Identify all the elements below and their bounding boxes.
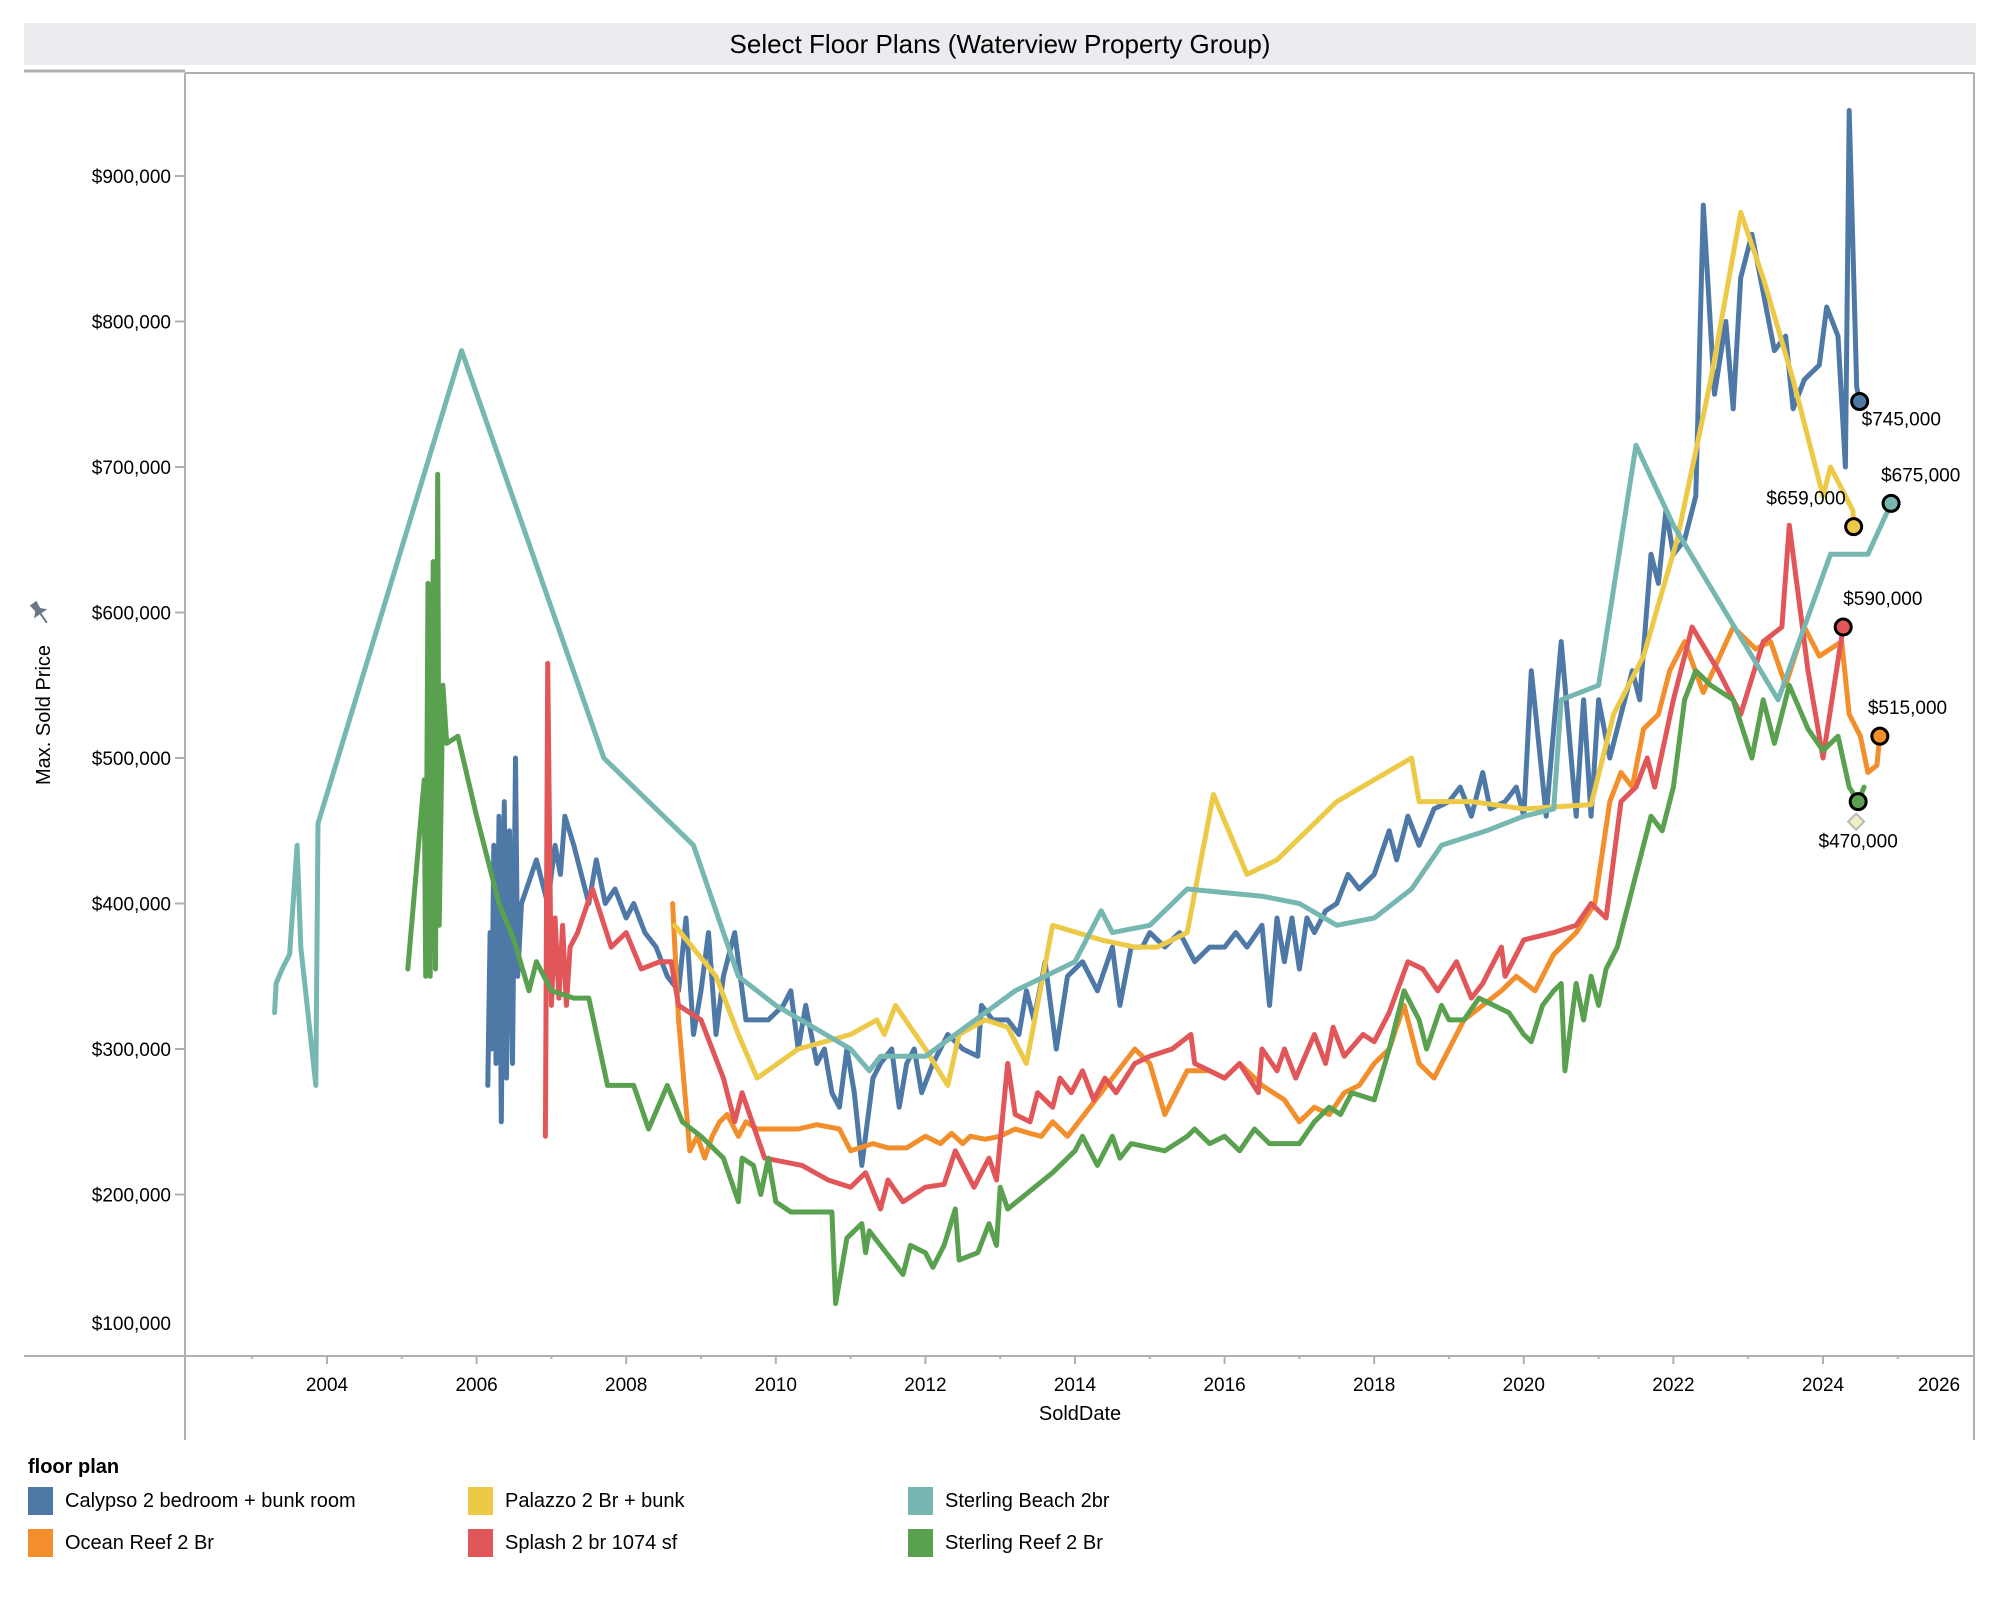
legend-label: Ocean Reef 2 Br <box>65 1531 214 1554</box>
x-tick-label: 2024 <box>1802 1375 1845 1396</box>
endpoint-label: $745,000 <box>1862 410 1941 431</box>
legend-item[interactable]: Palazzo 2 Br + bunk <box>468 1487 908 1515</box>
endpoint-label: $659,000 <box>1766 489 1845 510</box>
y-tick-label: $100,000 <box>92 1314 171 1335</box>
endpoint-marker[interactable] <box>1833 617 1853 637</box>
y-tick-label: $900,000 <box>92 167 171 188</box>
legend-label: Calypso 2 bedroom + bunk room <box>65 1489 356 1512</box>
endpoint-label: $515,000 <box>1868 698 1947 719</box>
legend-item[interactable]: Sterling Beach 2br <box>908 1487 1348 1515</box>
legend-items: Calypso 2 bedroom + bunk room Palazzo 2 … <box>28 1487 1348 1557</box>
legend-item[interactable]: Splash 2 br 1074 sf <box>468 1529 908 1557</box>
x-tick-label: 2018 <box>1353 1375 1395 1396</box>
pin-icon-head <box>29 600 48 619</box>
pin-icon <box>29 600 48 624</box>
x-tick-label: 2026 <box>1918 1375 1960 1396</box>
x-tick-label: 2020 <box>1503 1375 1545 1396</box>
legend-swatch <box>468 1487 493 1515</box>
legend-label: Palazzo 2 Br + bunk <box>505 1489 685 1512</box>
series-line-ocean-reef-2-br[interactable] <box>670 624 1883 1161</box>
endpoint-marker[interactable] <box>1848 792 1868 812</box>
legend-label: Sterling Reef 2 Br <box>945 1531 1103 1554</box>
endpoint-marker[interactable] <box>1870 726 1890 746</box>
legend-swatch <box>468 1529 493 1557</box>
chart-title: Select Floor Plans (Waterview Property G… <box>729 28 1271 59</box>
legend-swatch <box>28 1529 53 1557</box>
endpoint-label: $675,000 <box>1881 465 1960 486</box>
legend: floor plan Calypso 2 bedroom + bunk room… <box>28 1456 1348 1557</box>
y-axis-title: Max. Sold Price <box>33 645 55 785</box>
diamond-marker <box>1846 812 1866 832</box>
series-line-splash-2-br-1074-sf[interactable] <box>542 522 1846 1212</box>
legend-item[interactable]: Ocean Reef 2 Br <box>28 1529 468 1557</box>
x-tick-label: 2014 <box>1054 1375 1097 1396</box>
x-tick-label: 2004 <box>306 1375 349 1396</box>
legend-item[interactable]: Calypso 2 bedroom + bunk room <box>28 1487 468 1515</box>
x-tick-label: 2008 <box>605 1375 647 1396</box>
legend-title: floor plan <box>28 1456 120 1478</box>
plot-area <box>272 108 1894 1307</box>
series-line-calypso-2-bedroom-bunk-room[interactable] <box>485 108 1863 1168</box>
endpoint-label: $470,000 <box>1819 832 1898 853</box>
x-tick-label: 2016 <box>1203 1375 1245 1396</box>
legend-swatch <box>908 1529 933 1557</box>
legend-item[interactable]: Sterling Reef 2 Br <box>908 1529 1348 1557</box>
x-tick-label: 2012 <box>904 1375 946 1396</box>
series-line-sterling-beach-2br[interactable] <box>272 348 1894 1088</box>
y-tick-label: $700,000 <box>92 458 171 479</box>
chart-title-band: Select Floor Plans (Waterview Property G… <box>24 23 1976 65</box>
endpoint-marker[interactable] <box>1850 392 1870 412</box>
legend-swatch <box>908 1487 933 1515</box>
y-tick-label: $500,000 <box>92 749 171 770</box>
y-tick-label: $600,000 <box>92 604 171 625</box>
legend-label: Splash 2 br 1074 sf <box>505 1531 678 1554</box>
y-tick-label: $800,000 <box>92 313 171 334</box>
axes: $100,000 $200,000 $300,000 $400,000 $500,000… <box>24 69 1975 1440</box>
y-tick-label: $400,000 <box>92 895 171 916</box>
x-axis-title: SoldDate <box>1039 1403 1121 1425</box>
x-tick-label: 2006 <box>455 1375 497 1396</box>
legend-swatch <box>28 1487 53 1515</box>
line-chart: $100,000 $200,000 $300,000 $400,000 $500,000… <box>24 69 1975 1440</box>
pin-icon-needle <box>39 613 48 624</box>
x-tick-label: 2010 <box>755 1375 797 1396</box>
endpoint-label: $590,000 <box>1843 589 1922 610</box>
endpoint-marker[interactable] <box>1881 493 1901 513</box>
y-tick-label: $200,000 <box>92 1186 171 1207</box>
legend-label: Sterling Beach 2br <box>945 1489 1110 1512</box>
series-line-sterling-reef-2-br[interactable] <box>405 471 1867 1307</box>
highlight-marks: $745,000 $659,000 $675,000 $590,000 $515,000… <box>1766 392 1960 853</box>
endpoint-marker[interactable] <box>1844 517 1864 537</box>
y-tick-label: $300,000 <box>92 1040 171 1061</box>
x-tick-label: 2022 <box>1652 1375 1694 1396</box>
series-line-palazzo-2-br-bunk[interactable] <box>672 209 1857 1088</box>
